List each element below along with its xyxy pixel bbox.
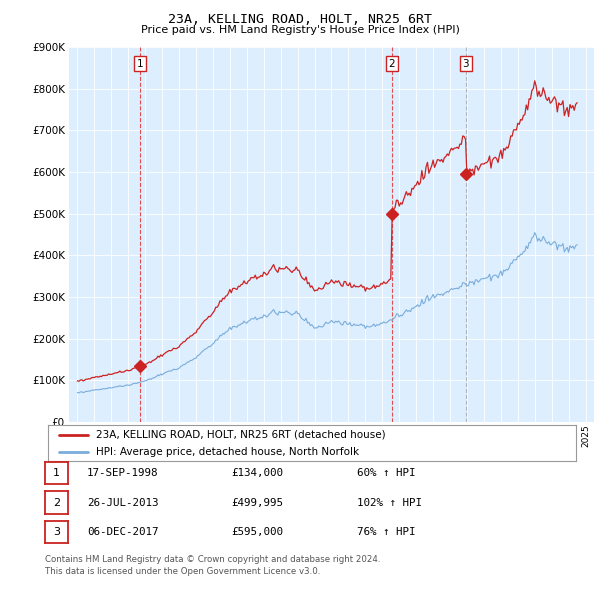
Text: 2: 2 [388,59,395,69]
Text: 23A, KELLING ROAD, HOLT, NR25 6RT: 23A, KELLING ROAD, HOLT, NR25 6RT [168,13,432,26]
Text: £595,000: £595,000 [231,527,283,537]
Text: 17-SEP-1998: 17-SEP-1998 [87,468,158,478]
Text: 2: 2 [53,498,60,507]
Text: HPI: Average price, detached house, North Norfolk: HPI: Average price, detached house, Nort… [95,447,359,457]
Text: 06-DEC-2017: 06-DEC-2017 [87,527,158,537]
Text: 3: 3 [53,527,60,537]
Text: This data is licensed under the Open Government Licence v3.0.: This data is licensed under the Open Gov… [45,566,320,576]
Text: Contains HM Land Registry data © Crown copyright and database right 2024.: Contains HM Land Registry data © Crown c… [45,555,380,564]
Text: £134,000: £134,000 [231,468,283,478]
Text: 23A, KELLING ROAD, HOLT, NR25 6RT (detached house): 23A, KELLING ROAD, HOLT, NR25 6RT (detac… [95,430,385,440]
Text: 3: 3 [463,59,469,69]
Text: 102% ↑ HPI: 102% ↑ HPI [357,498,422,507]
Text: £499,995: £499,995 [231,498,283,507]
Text: 1: 1 [137,59,143,69]
Text: Price paid vs. HM Land Registry's House Price Index (HPI): Price paid vs. HM Land Registry's House … [140,25,460,35]
Text: 60% ↑ HPI: 60% ↑ HPI [357,468,415,478]
Text: 76% ↑ HPI: 76% ↑ HPI [357,527,415,537]
Text: 1: 1 [53,468,60,478]
Text: 26-JUL-2013: 26-JUL-2013 [87,498,158,507]
